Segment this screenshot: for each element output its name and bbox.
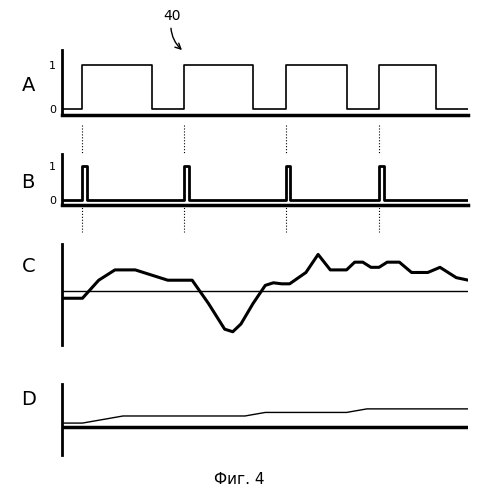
Text: 40: 40 — [163, 8, 181, 49]
Text: B: B — [22, 172, 35, 192]
Text: Фиг. 4: Фиг. 4 — [214, 472, 264, 488]
Text: C: C — [22, 256, 35, 276]
Text: D: D — [22, 390, 36, 409]
Text: A: A — [22, 76, 35, 96]
